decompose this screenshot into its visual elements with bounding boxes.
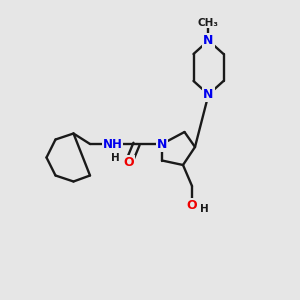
Text: N: N: [157, 137, 167, 151]
Text: NH: NH: [103, 137, 122, 151]
Text: N: N: [203, 88, 214, 101]
Text: CH₃: CH₃: [198, 17, 219, 28]
Text: O: O: [124, 155, 134, 169]
Text: H: H: [200, 204, 209, 214]
Text: O: O: [187, 199, 197, 212]
Text: H: H: [111, 153, 120, 163]
Text: N: N: [203, 34, 214, 47]
